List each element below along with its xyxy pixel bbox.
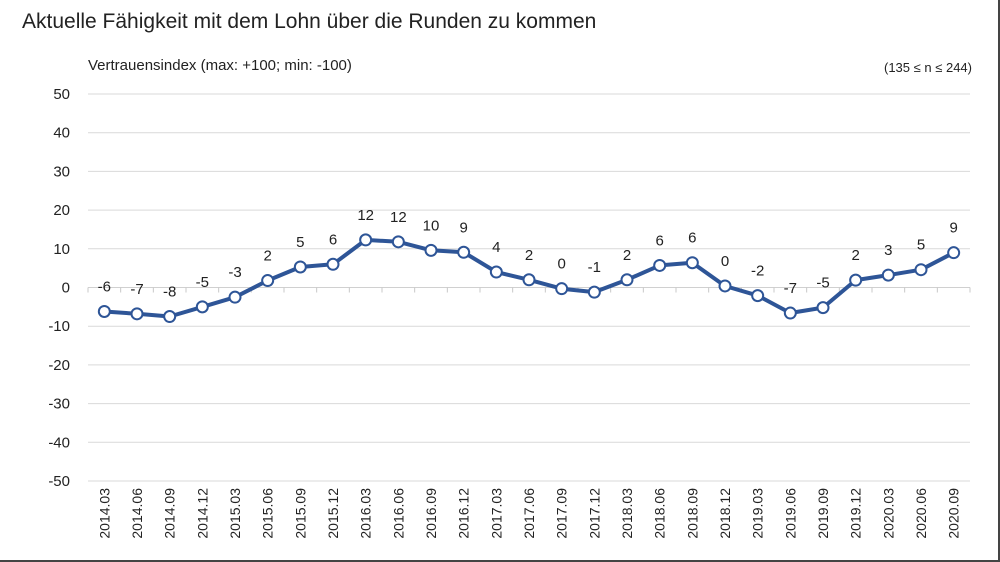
x-tick-label: 2018.06 xyxy=(652,488,668,539)
data-point xyxy=(293,260,307,274)
data-label: 9 xyxy=(459,219,467,236)
data-point xyxy=(718,279,732,293)
data-label: 6 xyxy=(655,232,663,249)
sample-size-note: (135 ≤ n ≤ 244) xyxy=(884,60,972,75)
x-tick-label: 2017.06 xyxy=(521,488,537,539)
y-tick-label: -30 xyxy=(48,396,70,413)
x-tick-label: 2018.03 xyxy=(619,488,635,539)
data-point xyxy=(555,282,569,296)
y-tick-label: 10 xyxy=(53,241,70,258)
x-tick-label: 2015.03 xyxy=(227,488,243,539)
y-tick-label: 0 xyxy=(62,280,70,297)
x-tick-label: 2019.09 xyxy=(815,488,831,539)
data-point xyxy=(489,265,503,279)
data-point xyxy=(326,257,340,271)
data-label: -5 xyxy=(196,274,209,291)
data-label: 2 xyxy=(263,248,271,265)
data-label: 10 xyxy=(423,217,440,234)
x-tick-label: 2018.09 xyxy=(684,488,700,539)
data-label: -6 xyxy=(98,278,111,295)
data-point xyxy=(653,258,667,272)
data-label: 4 xyxy=(492,239,500,256)
data-point xyxy=(881,268,895,282)
data-label: 9 xyxy=(949,220,957,237)
y-axis-label: Vertrauensindex (max: +100; min: -100) xyxy=(88,57,352,74)
y-tick-label: -40 xyxy=(48,434,70,451)
x-tick-label: 2016.09 xyxy=(423,488,439,539)
data-point xyxy=(261,274,275,288)
x-tick-label: 2015.06 xyxy=(260,488,276,539)
data-point xyxy=(228,290,242,304)
x-tick-label: 2020.09 xyxy=(946,488,962,539)
x-tick-label: 2014.12 xyxy=(194,488,210,539)
y-tick-label: 20 xyxy=(53,202,70,219)
data-point xyxy=(424,243,438,257)
x-tick-label: 2018.12 xyxy=(717,488,733,539)
data-point xyxy=(195,300,209,314)
data-label: 5 xyxy=(917,237,925,254)
data-label: 5 xyxy=(296,234,304,251)
x-tick-label: 2019.03 xyxy=(750,488,766,539)
y-tick-label: 40 xyxy=(53,125,70,142)
x-tick-label: 2016.03 xyxy=(358,488,374,539)
data-label: 2 xyxy=(623,247,631,264)
data-point xyxy=(685,256,699,270)
data-point xyxy=(522,273,536,287)
x-tick-label: 2014.09 xyxy=(162,488,178,539)
x-tick-label: 2019.06 xyxy=(782,488,798,539)
data-label: 3 xyxy=(884,242,892,259)
data-label: -7 xyxy=(130,281,143,298)
data-point xyxy=(163,310,177,324)
data-point xyxy=(359,233,373,247)
x-tick-label: 2020.03 xyxy=(880,488,896,539)
data-label: 12 xyxy=(357,207,374,224)
data-label: -7 xyxy=(784,280,797,297)
y-tick-label: 30 xyxy=(53,163,70,180)
data-point xyxy=(130,307,144,321)
data-label: 12 xyxy=(390,209,407,226)
x-tick-label: 2014.06 xyxy=(129,488,145,539)
x-tick-label: 2017.12 xyxy=(586,488,602,539)
y-tick-label: 50 xyxy=(53,86,70,103)
data-label: -1 xyxy=(588,259,601,276)
data-label: 0 xyxy=(557,256,565,273)
data-point xyxy=(97,304,111,318)
data-label: -5 xyxy=(816,275,829,292)
data-point xyxy=(783,306,797,320)
data-point xyxy=(620,273,634,287)
data-point xyxy=(457,245,471,259)
data-label: 0 xyxy=(721,253,729,270)
y-tick-label: -20 xyxy=(48,357,70,374)
data-label: 2 xyxy=(851,247,859,264)
data-point xyxy=(751,289,765,303)
x-tick-label: 2016.12 xyxy=(456,488,472,539)
y-tick-label: -10 xyxy=(48,318,70,335)
x-tick-label: 2017.09 xyxy=(554,488,570,539)
data-point xyxy=(849,273,863,287)
chart-title: Aktuelle Fähigkeit mit dem Lohn über die… xyxy=(22,10,597,33)
x-tick-label: 2014.03 xyxy=(96,488,112,539)
data-label: -2 xyxy=(751,263,764,280)
data-label: 6 xyxy=(329,231,337,248)
data-label: 6 xyxy=(688,230,696,247)
y-tick-label: -50 xyxy=(48,473,70,490)
data-label: 2 xyxy=(525,247,533,264)
data-point xyxy=(816,301,830,315)
data-label: -8 xyxy=(163,284,176,301)
x-tick-label: 2016.06 xyxy=(390,488,406,539)
data-point xyxy=(947,246,961,260)
data-point xyxy=(914,263,928,277)
x-tick-label: 2020.06 xyxy=(913,488,929,539)
data-label: -3 xyxy=(228,264,241,281)
x-tick-label: 2019.12 xyxy=(848,488,864,539)
data-point xyxy=(391,235,405,249)
x-tick-label: 2015.12 xyxy=(325,488,341,539)
data-point xyxy=(587,285,601,299)
x-tick-label: 2017.03 xyxy=(488,488,504,539)
x-tick-label: 2015.09 xyxy=(292,488,308,539)
